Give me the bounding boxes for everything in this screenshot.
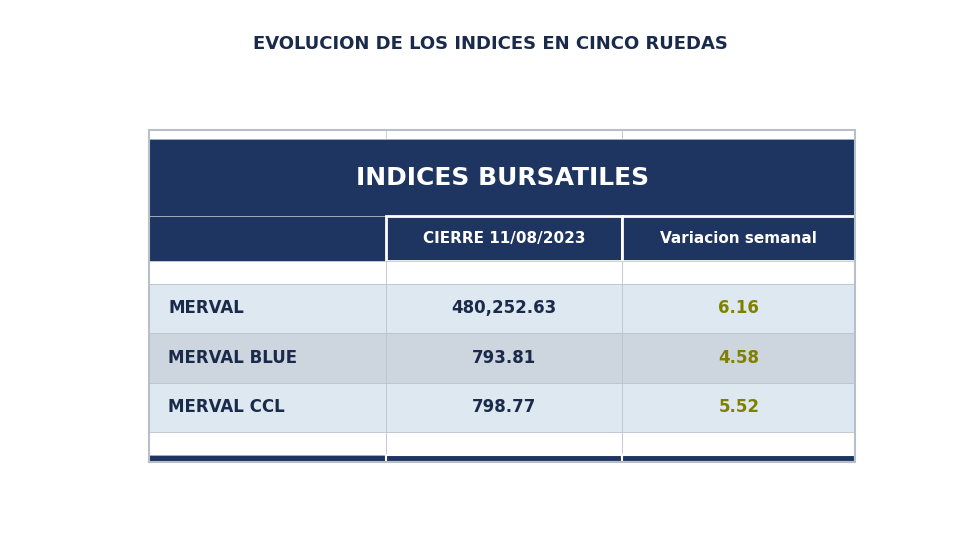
FancyBboxPatch shape	[622, 333, 856, 383]
FancyBboxPatch shape	[622, 455, 856, 462]
FancyBboxPatch shape	[149, 216, 386, 261]
Text: MERVAL CCL: MERVAL CCL	[169, 398, 285, 416]
FancyBboxPatch shape	[622, 432, 856, 455]
FancyBboxPatch shape	[149, 130, 856, 462]
FancyBboxPatch shape	[386, 283, 622, 333]
Text: 5.52: 5.52	[718, 398, 760, 416]
Text: 6.16: 6.16	[718, 299, 760, 317]
FancyBboxPatch shape	[386, 455, 622, 462]
Text: 798.77: 798.77	[471, 398, 536, 416]
Text: 793.81: 793.81	[472, 349, 536, 367]
FancyBboxPatch shape	[622, 283, 856, 333]
FancyBboxPatch shape	[149, 432, 386, 455]
Text: MERVAL: MERVAL	[169, 299, 244, 317]
FancyBboxPatch shape	[149, 333, 386, 383]
FancyBboxPatch shape	[386, 261, 622, 283]
FancyBboxPatch shape	[622, 261, 856, 283]
Text: EVOLUCION DE LOS INDICES EN CINCO RUEDAS: EVOLUCION DE LOS INDICES EN CINCO RUEDAS	[253, 35, 727, 53]
FancyBboxPatch shape	[149, 261, 386, 283]
Text: CIERRE 11/08/2023: CIERRE 11/08/2023	[422, 231, 585, 246]
FancyBboxPatch shape	[386, 432, 622, 455]
Text: 480,252.63: 480,252.63	[452, 299, 557, 317]
Text: MERVAL BLUE: MERVAL BLUE	[169, 349, 297, 367]
FancyBboxPatch shape	[386, 333, 622, 383]
Text: Variacion semanal: Variacion semanal	[661, 231, 817, 246]
FancyBboxPatch shape	[622, 216, 856, 261]
Text: INDICES BURSATILES: INDICES BURSATILES	[356, 166, 649, 190]
FancyBboxPatch shape	[386, 130, 622, 139]
FancyBboxPatch shape	[149, 130, 856, 139]
FancyBboxPatch shape	[149, 283, 386, 333]
FancyBboxPatch shape	[622, 383, 856, 432]
Text: 4.58: 4.58	[718, 349, 760, 367]
FancyBboxPatch shape	[149, 139, 856, 216]
FancyBboxPatch shape	[386, 383, 622, 432]
FancyBboxPatch shape	[149, 455, 386, 462]
FancyBboxPatch shape	[386, 216, 622, 261]
FancyBboxPatch shape	[149, 383, 386, 432]
FancyBboxPatch shape	[622, 130, 856, 139]
